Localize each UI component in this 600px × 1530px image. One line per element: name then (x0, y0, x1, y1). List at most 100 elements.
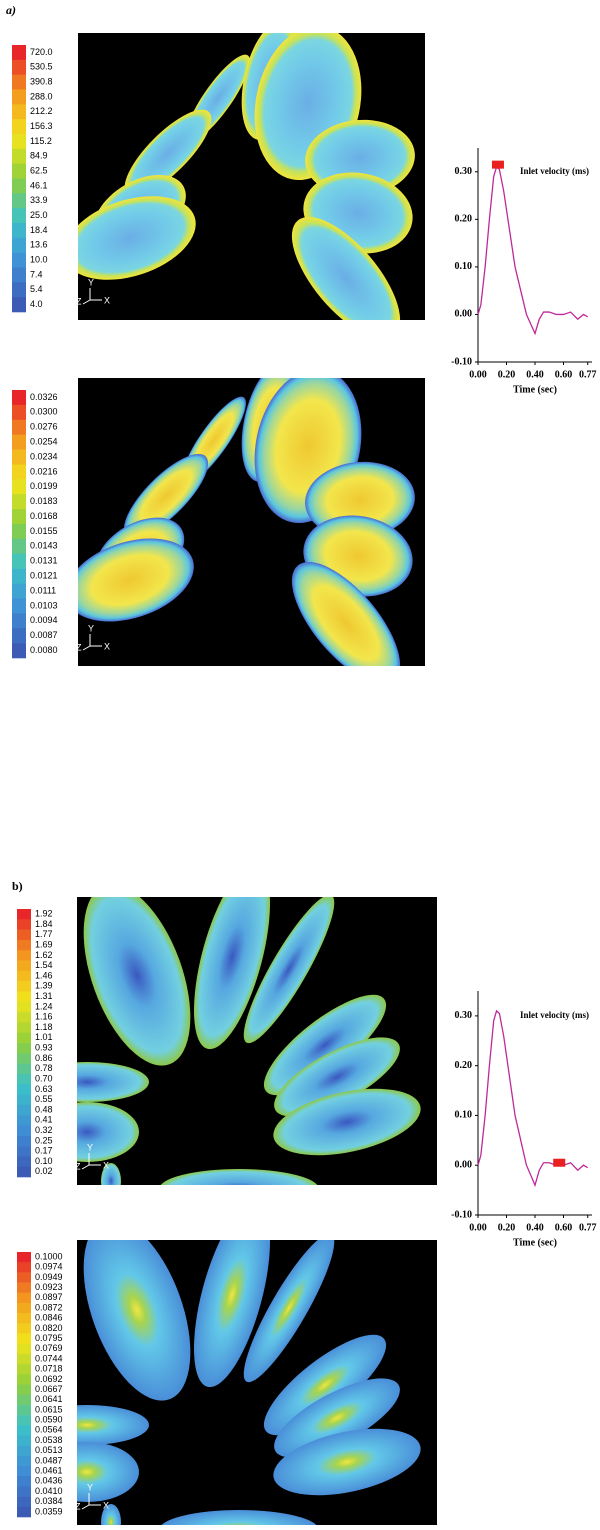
colorbar-swatch (17, 1374, 31, 1385)
colorbar-swatch (17, 1384, 31, 1395)
x-tick-label: 0.20 (498, 1222, 516, 1233)
colorbar-swatch (12, 464, 26, 480)
colorbar-label: 4.0 (30, 299, 43, 309)
x-axis-label: Time (sec) (513, 1237, 557, 1248)
time-marker (553, 1158, 566, 1167)
triad-axis (82, 645, 91, 651)
colorbar-label: 0.0923 (35, 1282, 63, 1292)
colorbar-label: 0.63 (35, 1084, 53, 1094)
cross-section (243, 897, 335, 1044)
colorbar-label: 0.55 (35, 1094, 53, 1104)
colorbar-swatch (17, 950, 31, 961)
colorbar-label: 18.4 (30, 225, 48, 235)
colorbar-swatch (12, 434, 26, 450)
y-tick-label: 0.00 (455, 309, 473, 320)
colorbar-swatch (17, 1404, 31, 1416)
cross-section (64, 196, 196, 280)
colorbar-label: 0.0254 (30, 436, 58, 446)
colorbar-swatch (17, 1135, 31, 1147)
y-tick-label: 0.30 (455, 1010, 473, 1021)
y-tick-label: 0.10 (455, 261, 473, 272)
colorbar-swatch (17, 1435, 31, 1446)
colorbar-swatch (12, 568, 26, 584)
triad-label: Z (76, 642, 82, 652)
cross-sections (66, 378, 415, 666)
cross-section (160, 1169, 318, 1185)
colorbar-swatch (12, 104, 26, 120)
colorbar-label: 0.0155 (30, 526, 58, 536)
colorbar-label: 0.0080 (30, 645, 58, 655)
x-tick-label: 0.00 (469, 1222, 487, 1233)
colorbar-label: 0.0949 (35, 1272, 63, 1282)
colorbar-swatch (17, 1394, 31, 1406)
x-tick-label: 0.40 (526, 1222, 544, 1233)
x-tick-label: 0.60 (555, 369, 573, 380)
colorbar-label: 0.0820 (35, 1323, 63, 1333)
x-tick-label: 0.20 (498, 369, 516, 380)
colorbar-label: 0.0183 (30, 496, 58, 506)
cross-section (274, 1378, 400, 1458)
colorbar-label: 0.0692 (35, 1374, 63, 1384)
colorbar-swatch (17, 1476, 31, 1487)
time-marker (491, 160, 504, 169)
colorbar-swatch (12, 628, 26, 644)
colorbar-label: 1.16 (35, 1012, 53, 1022)
colorbar-label: 0.0111 (30, 585, 56, 595)
colorbar-swatch (17, 1292, 31, 1304)
colorbar-label: 0.0234 (30, 451, 58, 461)
x-tick-label: 0.40 (526, 369, 544, 380)
colorbar-label: 1.77 (35, 929, 53, 939)
triad-axis (81, 1504, 90, 1510)
colorbar-label: 0.0538 (35, 1435, 63, 1445)
colorbar-label: 1.31 (35, 991, 53, 1001)
cross-section (83, 1240, 191, 1401)
colorbar-swatch (17, 1323, 31, 1334)
colorbar-swatch (12, 163, 26, 179)
colorbar-swatch (17, 1272, 31, 1283)
triad-label: Z (76, 296, 82, 306)
colorbar-label: 156.3 (30, 121, 53, 131)
colorbar-label: 0.41 (35, 1115, 53, 1125)
colorbar-swatch (17, 1043, 31, 1054)
cross-section (123, 453, 209, 539)
colorbar-label: 720.0 (30, 47, 53, 57)
colorbar-swatch (12, 252, 26, 268)
triad-label: X (104, 641, 110, 651)
colorbar-swatch (12, 134, 26, 150)
y-tick-label: -0.10 (451, 1209, 472, 1220)
colorbar-swatch (17, 1115, 31, 1126)
colorbar-label: 0.0276 (30, 422, 58, 432)
y-tick-label: 0.10 (455, 1110, 473, 1121)
velocity-line (477, 165, 589, 336)
colorbar-label: 0.32 (35, 1125, 53, 1135)
colorbar-label: 1.84 (35, 919, 53, 929)
triad-label: Y (87, 1482, 93, 1492)
x-tick-label: 0.00 (469, 369, 487, 380)
colorbar-label: 0.70 (35, 1073, 53, 1083)
colorbar-swatch (12, 583, 26, 599)
colorbar-swatch (12, 538, 26, 555)
colorbar-label: 5.4 (30, 284, 43, 294)
colorbar-label: 115.2 (30, 136, 52, 146)
colorbar-swatch (12, 494, 26, 510)
colorbar-swatch (17, 1364, 31, 1375)
colorbar-swatch (17, 1466, 31, 1477)
colorbar-label: 0.0131 (30, 556, 58, 566)
colorbar-label: 0.48 (35, 1104, 53, 1114)
colorbar-swatch (17, 1333, 31, 1345)
colorbar-swatch (12, 208, 26, 224)
colorbar-swatch (17, 909, 31, 920)
colorbar-swatch (17, 1252, 31, 1263)
colorbar-swatch (12, 643, 26, 659)
cross-section (274, 1037, 400, 1117)
colorbar-swatch (12, 74, 26, 90)
colorbar-swatch (17, 1455, 31, 1467)
colorbar-swatch (17, 1156, 31, 1167)
contour-panel: 0.0326 0.0300 0.0276 0.0254 0.0234 0.0216 0.01… (8, 378, 425, 666)
colorbar-label: 7.4 (30, 269, 43, 279)
colorbar-label: 0.0590 (35, 1415, 63, 1425)
panel-label: b) (12, 879, 23, 893)
cross-section (273, 1428, 421, 1496)
colorbar-swatch (17, 1343, 31, 1355)
colorbar-swatch (17, 939, 31, 951)
